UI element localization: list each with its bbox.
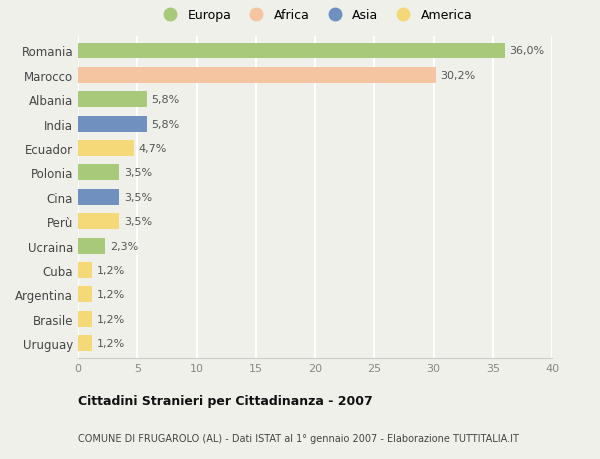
Text: 4,7%: 4,7% (139, 144, 167, 154)
Bar (78, 238, 105, 254)
Text: 3,5%: 3,5% (124, 192, 152, 202)
Bar (78, 287, 92, 302)
Bar (78, 68, 436, 84)
Text: 3,5%: 3,5% (124, 217, 152, 227)
Text: 5,8%: 5,8% (151, 95, 180, 105)
Bar (78, 190, 119, 205)
Text: 1,2%: 1,2% (97, 265, 125, 275)
Text: 2,3%: 2,3% (110, 241, 138, 251)
Bar (78, 311, 92, 327)
Legend: Europa, Africa, Asia, America: Europa, Africa, Asia, America (152, 5, 478, 28)
Bar (78, 44, 505, 59)
Bar (78, 214, 119, 230)
Text: Cittadini Stranieri per Cittadinanza - 2007: Cittadini Stranieri per Cittadinanza - 2… (78, 394, 373, 407)
Text: COMUNE DI FRUGAROLO (AL) - Dati ISTAT al 1° gennaio 2007 - Elaborazione TUTTITAL: COMUNE DI FRUGAROLO (AL) - Dati ISTAT al… (78, 433, 519, 442)
Bar (78, 117, 147, 132)
Text: 1,2%: 1,2% (97, 314, 125, 324)
Text: 30,2%: 30,2% (440, 71, 476, 81)
Text: 1,2%: 1,2% (97, 290, 125, 300)
Text: 1,2%: 1,2% (97, 338, 125, 348)
Text: 3,5%: 3,5% (124, 168, 152, 178)
Bar (78, 141, 134, 157)
Text: 36,0%: 36,0% (509, 46, 544, 56)
Bar (78, 92, 147, 108)
Bar (78, 165, 119, 181)
Text: 5,8%: 5,8% (151, 119, 180, 129)
Bar (78, 263, 92, 278)
Bar (78, 336, 92, 351)
